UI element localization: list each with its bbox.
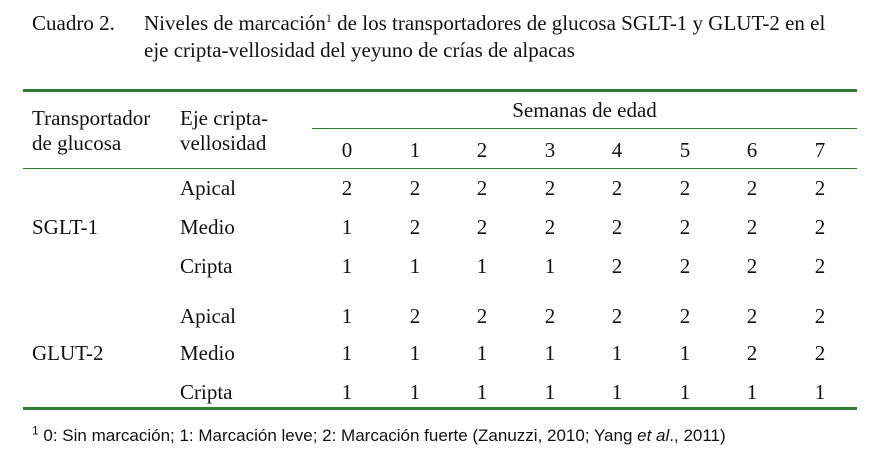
marking-level-cell: 1 — [814, 380, 826, 404]
transporter-name: GLUT-2 — [32, 341, 104, 365]
week-header: 7 — [814, 138, 826, 162]
marking-level-cell: 2 — [814, 341, 826, 365]
week-header: 1 — [409, 138, 421, 162]
marking-level-cell: 2 — [409, 176, 421, 200]
table-header-rule — [23, 168, 857, 169]
marking-level-cell: 1 — [409, 254, 421, 278]
zone-label: Cripta — [180, 380, 233, 404]
marking-level-cell: 1 — [409, 380, 421, 404]
table-caption: Cuadro 2. Niveles de marcación1 de los tr… — [32, 10, 872, 64]
marking-level-cell: 2 — [814, 176, 826, 200]
marking-level-cell: 2 — [746, 176, 758, 200]
week-header: 3 — [544, 138, 556, 162]
weeks-header-rule — [312, 128, 857, 129]
week-header: 2 — [476, 138, 488, 162]
marking-level-cell: 2 — [814, 254, 826, 278]
zone-label: Medio — [180, 341, 235, 365]
week-header: 6 — [746, 138, 758, 162]
marking-level-cell: 1 — [341, 254, 353, 278]
marking-level-cell: 1 — [611, 341, 623, 365]
marking-level-cell: 1 — [544, 380, 556, 404]
marking-level-cell: 2 — [679, 254, 691, 278]
marking-level-cell: 1 — [544, 341, 556, 365]
marking-level-cell: 2 — [544, 176, 556, 200]
marking-level-cell: 2 — [476, 304, 488, 328]
header-weeks-title: Semanas de edad — [512, 98, 657, 122]
header-axis-line1: Eje cripta- — [180, 106, 269, 130]
marking-level-cell: 1 — [341, 380, 353, 404]
marking-level-cell: 2 — [611, 215, 623, 239]
footnote-marker: 1 — [32, 423, 39, 438]
week-header: 5 — [679, 138, 691, 162]
marking-level-cell: 2 — [746, 341, 758, 365]
marking-level-cell: 2 — [814, 215, 826, 239]
marking-level-cell: 2 — [746, 215, 758, 239]
header-axis-line2: vellosidad — [180, 131, 267, 155]
zone-label: Cripta — [180, 254, 233, 278]
marking-level-cell: 2 — [544, 304, 556, 328]
marking-level-cell: 1 — [341, 341, 353, 365]
caption-text-end: de los transportadores de glucosa SGLT-1… — [331, 11, 826, 35]
marking-level-cell: 2 — [409, 304, 421, 328]
marking-level-cell: 2 — [476, 215, 488, 239]
table-bottom-rule — [23, 407, 857, 410]
marking-level-cell: 2 — [746, 304, 758, 328]
footnote-text-end: ., 2011) — [669, 426, 726, 445]
marking-level-cell: 1 — [679, 380, 691, 404]
caption-footnote-marker: 1 — [325, 11, 332, 25]
header-transporter-line1: Transportador — [32, 106, 151, 130]
marking-level-cell: 2 — [679, 176, 691, 200]
week-header: 4 — [611, 138, 623, 162]
marking-level-cell: 1 — [409, 341, 421, 365]
marking-level-cell: 2 — [476, 176, 488, 200]
caption-text-start: Niveles de marcación — [144, 11, 326, 35]
marking-level-cell: 2 — [611, 304, 623, 328]
marking-level-cell: 1 — [476, 380, 488, 404]
marking-level-cell: 1 — [746, 380, 758, 404]
marking-level-cell: 2 — [611, 254, 623, 278]
footnote-text: 0: Sin marcación; 1: Marcación leve; 2: … — [38, 426, 638, 445]
marking-level-cell: 2 — [611, 176, 623, 200]
footnote-italic: et al — [637, 426, 670, 445]
zone-label: Apical — [180, 304, 236, 328]
zone-label: Medio — [180, 215, 235, 239]
marking-level-cell: 2 — [679, 215, 691, 239]
header-transporter-line2: de glucosa — [32, 131, 122, 155]
transporter-name: SGLT-1 — [32, 215, 99, 239]
caption-line-2: eje cripta-vellosidad del yeyuno de cría… — [144, 38, 575, 62]
marking-level-cell: 1 — [341, 304, 353, 328]
marking-level-cell: 2 — [679, 304, 691, 328]
marking-level-cell: 2 — [746, 254, 758, 278]
marking-level-cell: 2 — [814, 304, 826, 328]
table-top-rule — [23, 89, 857, 92]
marking-level-cell: 1 — [611, 380, 623, 404]
marking-level-cell: 2 — [544, 215, 556, 239]
marking-level-cell: 1 — [544, 254, 556, 278]
marking-level-cell: 1 — [341, 215, 353, 239]
zone-label: Apical — [180, 176, 236, 200]
marking-level-cell: 2 — [341, 176, 353, 200]
table-footnote: 1 0: Sin marcación; 1: Marcación leve; 2… — [32, 423, 726, 446]
marking-level-cell: 2 — [409, 215, 421, 239]
marking-level-cell: 1 — [679, 341, 691, 365]
week-header: 0 — [341, 138, 353, 162]
marking-level-cell: 1 — [476, 254, 488, 278]
marking-level-cell: 1 — [476, 341, 488, 365]
caption-label: Cuadro 2. — [32, 11, 115, 35]
